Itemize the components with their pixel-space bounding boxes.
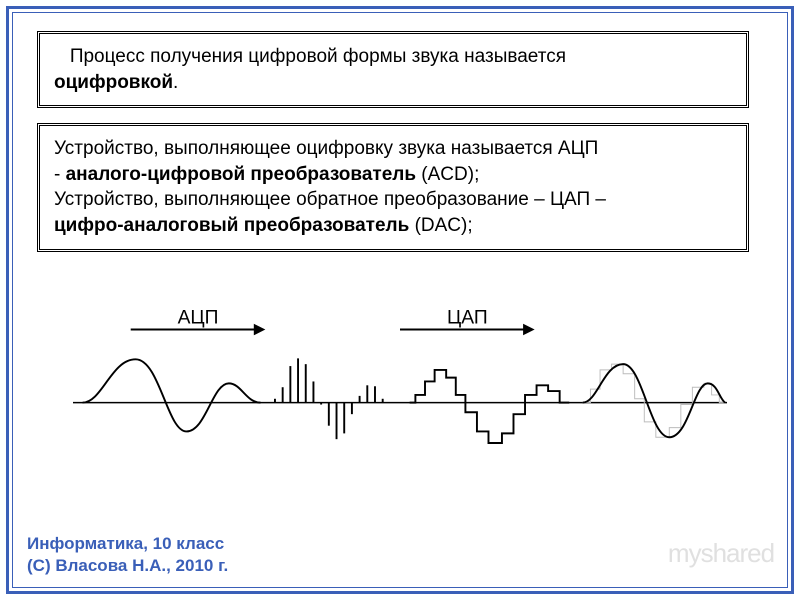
- svg-text:АЦП: АЦП: [178, 308, 219, 329]
- box2-p2b: цифро-аналоговый преобразователь (DAC);: [54, 213, 732, 239]
- footer-line2: (С) Власова Н.А., 2010 г.: [27, 555, 228, 577]
- box1-term: оцифровкой: [54, 72, 173, 93]
- box2-p2a: Устройство, выполняющее обратное преобра…: [54, 187, 732, 213]
- footer-line1: Информатика, 10 класс: [27, 533, 228, 555]
- box1-line1: Процесс получения цифровой формы звука н…: [54, 44, 732, 70]
- svg-text:ЦАП: ЦАП: [447, 308, 488, 329]
- box1-tail: .: [173, 72, 178, 93]
- definition-box-2: Устройство, выполняющее оцифровку звука …: [37, 123, 749, 252]
- watermark-logo: myshared: [661, 525, 781, 581]
- adc-dac-diagram: АЦП ЦАП: [73, 303, 727, 483]
- box2-p1b-pre: -: [54, 164, 66, 185]
- outer-border: Процесс получения цифровой формы звука н…: [6, 6, 794, 594]
- footer: Информатика, 10 класс (С) Власова Н.А., …: [27, 533, 228, 577]
- box2-p2b-post: (DAC);: [409, 215, 472, 236]
- box2-p1b-bold: аналого-цифровой преобразователь: [66, 164, 416, 185]
- box2-p1a: Устройство, выполняющее оцифровку звука …: [54, 136, 732, 162]
- box2-p2b-bold: цифро-аналоговый преобразователь: [54, 215, 409, 236]
- diagram-svg: АЦП ЦАП: [73, 303, 727, 483]
- box1-line2: оцифровкой.: [54, 70, 732, 96]
- box2-p1b: - аналого-цифровой преобразователь (ACD)…: [54, 162, 732, 188]
- inner-border: Процесс получения цифровой формы звука н…: [12, 12, 788, 588]
- box2-p1b-post: (ACD);: [416, 164, 479, 185]
- definition-box-1: Процесс получения цифровой формы звука н…: [37, 31, 749, 108]
